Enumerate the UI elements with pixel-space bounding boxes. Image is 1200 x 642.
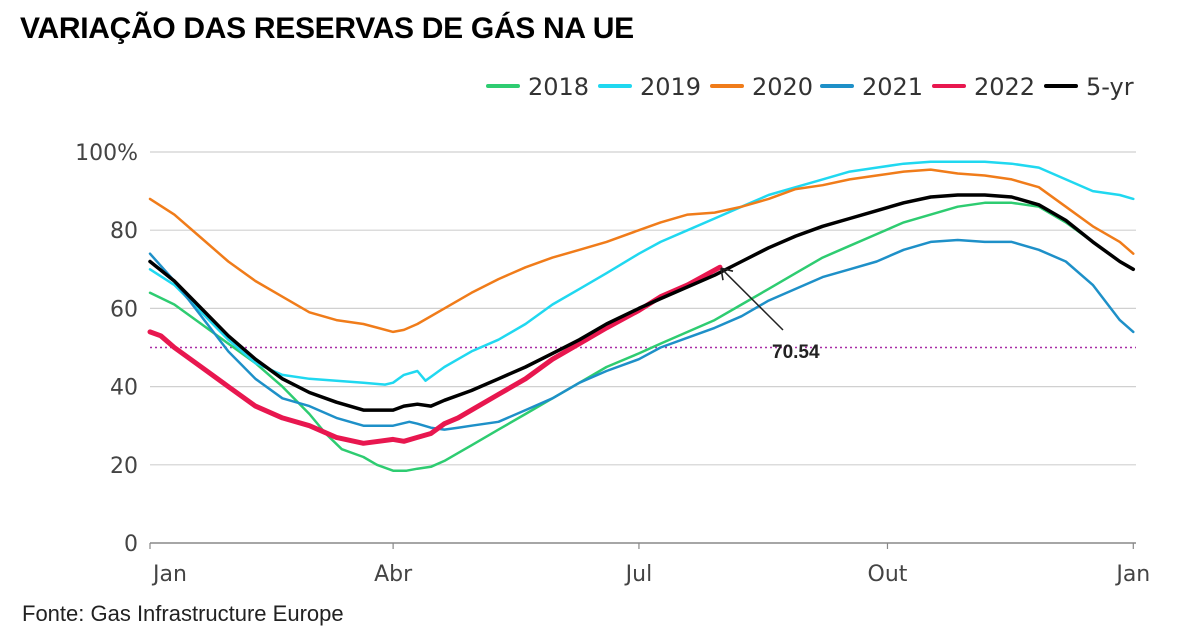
series-line-5-yr <box>148 193 1136 412</box>
y-tick-label: 100% <box>75 141 138 166</box>
y-tick-label: 80 <box>110 219 138 244</box>
y-tick-label: 0 <box>124 532 138 557</box>
legend-label-2018: 2018 <box>528 73 589 101</box>
grid-lines <box>150 151 1136 544</box>
x-tick-label: Jan <box>151 562 187 587</box>
annotation-arrowhead <box>720 267 734 281</box>
series-line-2021 <box>148 238 1135 431</box>
axis-labels: 0 20 40 60 80 100% Jan Abr Jul Out Jan <box>75 141 1150 587</box>
x-tick-label: Jul <box>624 562 653 587</box>
legend-label-2019: 2019 <box>640 73 701 101</box>
annotation-arrow-line <box>722 269 784 331</box>
series-layer <box>147 160 1136 472</box>
chart-title: VARIAÇÃO DAS RESERVAS DE GÁS NA UE <box>20 12 634 45</box>
legend-label-2021: 2021 <box>862 73 923 101</box>
legend-label-5-yr: 5-yr <box>1086 73 1134 101</box>
y-tick-label: 20 <box>110 454 138 479</box>
y-tick-label: 40 <box>110 376 138 401</box>
series-line-2019 <box>148 160 1135 386</box>
legend-label-2022: 2022 <box>974 73 1035 101</box>
legend-label-2020: 2020 <box>752 73 813 101</box>
series-line-2022 <box>147 264 723 446</box>
series-line-2020 <box>148 168 1135 334</box>
x-tick-label: Out <box>868 562 908 587</box>
x-tick-label: Abr <box>374 562 413 587</box>
annotation-layer: 70.54 <box>720 267 820 363</box>
legend: 2018 2019 2020 2021 2022 5-yr <box>486 73 1134 101</box>
y-tick-label: 60 <box>110 297 138 322</box>
source-note: Fonte: Gas Infrastructure Europe <box>22 601 344 626</box>
x-tick-label: Jan <box>1114 562 1150 587</box>
annotation-label: 70.54 <box>772 342 820 363</box>
